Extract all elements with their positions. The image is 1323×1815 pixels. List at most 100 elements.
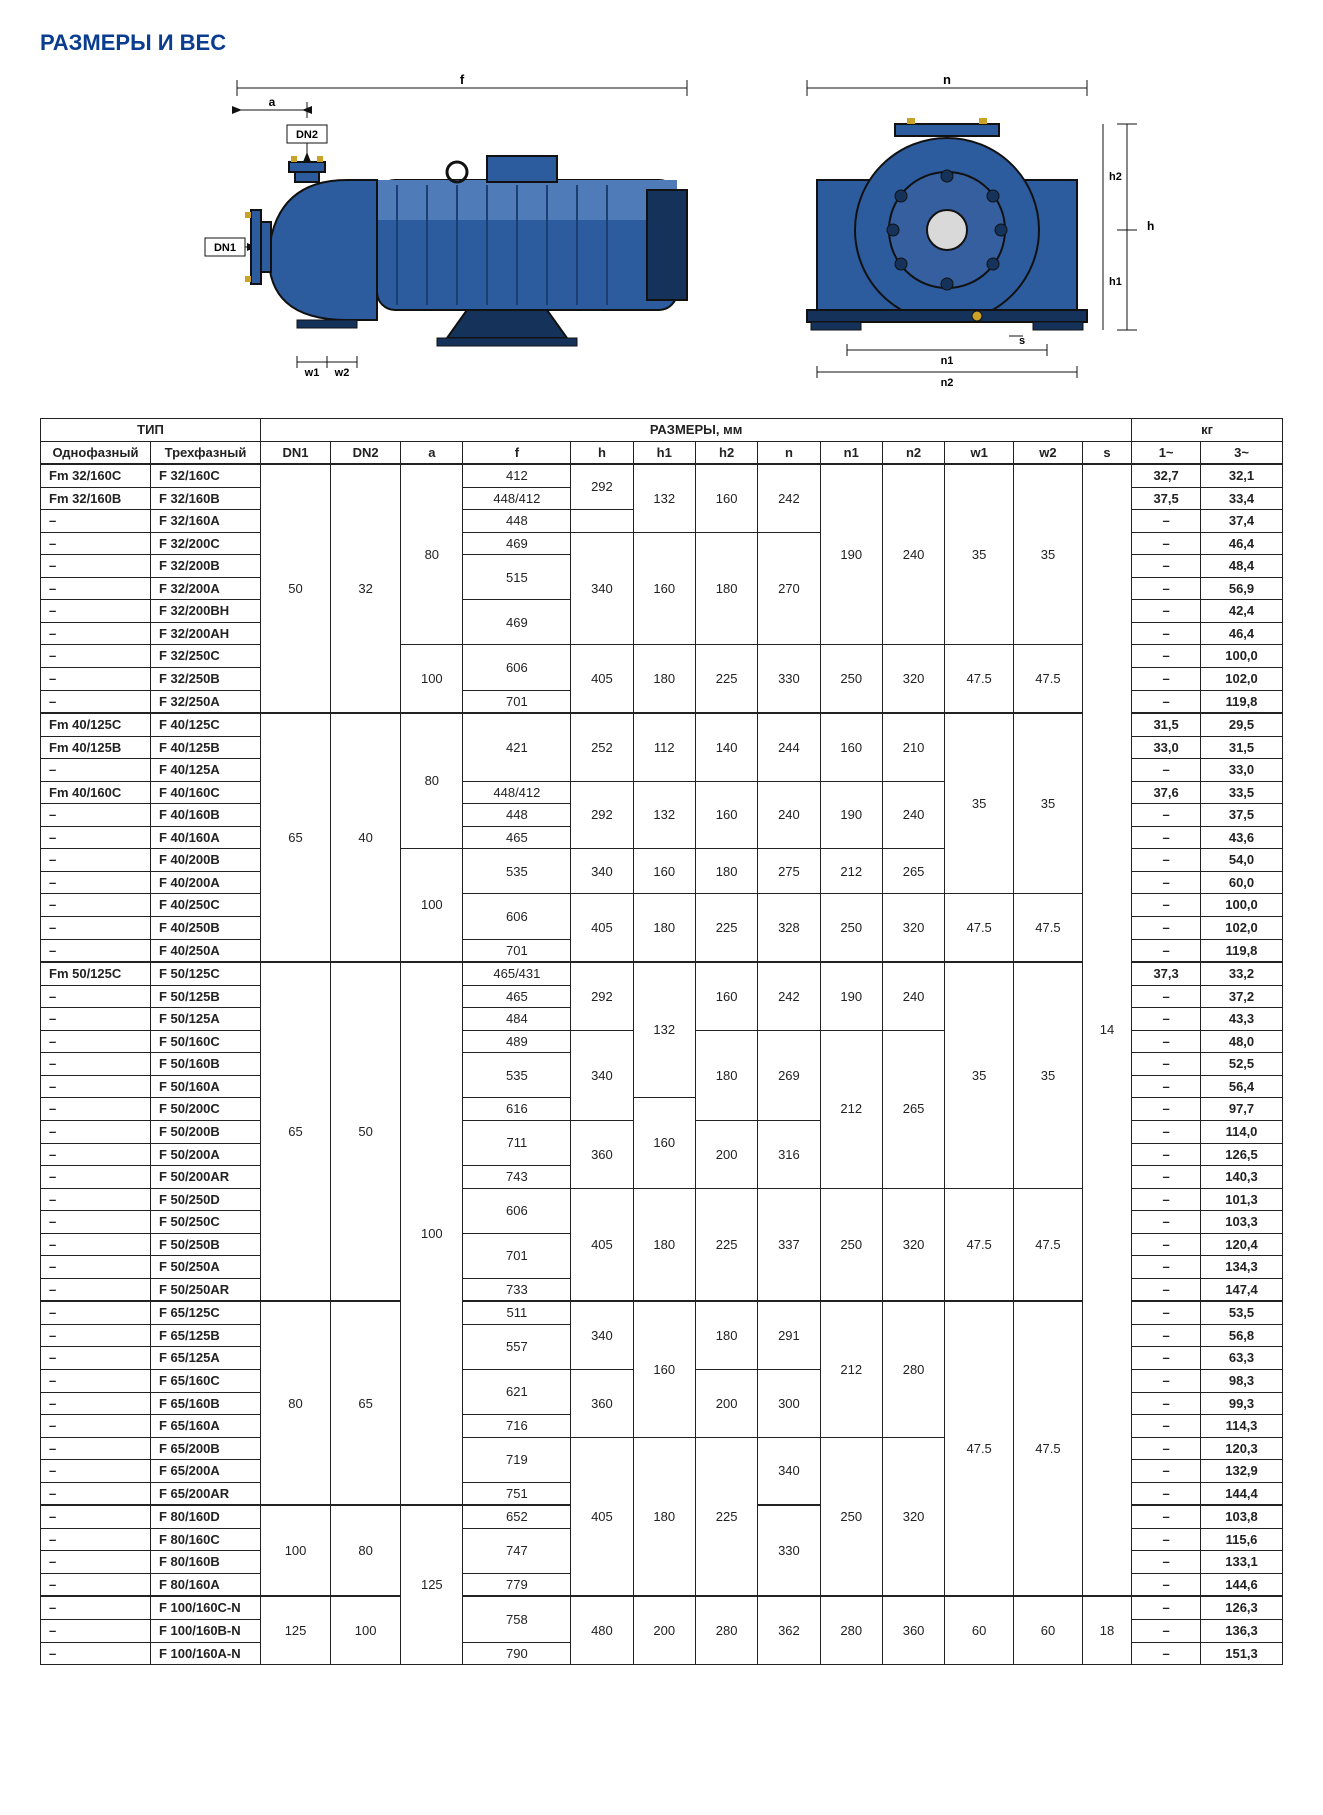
cell-w1: 47.5 [945, 645, 1014, 713]
cell-kg1: – [1132, 1460, 1201, 1483]
cell-kg3: 97,7 [1201, 1098, 1283, 1121]
cell-kg1: – [1132, 985, 1201, 1008]
cell-kg3: 120,3 [1201, 1437, 1283, 1460]
cell-kg3: 119,8 [1201, 690, 1283, 713]
cell-h2: 180 [695, 849, 757, 894]
cell-kg1: – [1132, 1166, 1201, 1189]
cell-h: 340 [571, 849, 633, 894]
cell-n1: 160 [820, 713, 882, 781]
cell-three: F 80/160B [151, 1551, 261, 1574]
cell-kg1: – [1132, 510, 1201, 533]
cell-w1: 47.5 [945, 1188, 1014, 1301]
cell-h: 360 [571, 1120, 633, 1188]
cell-single: – [41, 1166, 151, 1189]
hdr-f: f [463, 441, 571, 464]
cell-dn1: 50 [261, 464, 331, 713]
cell-single: – [41, 1347, 151, 1370]
cell-n: 242 [758, 962, 820, 1030]
cell-f: 606 [463, 894, 571, 939]
cell-single: – [41, 1528, 151, 1551]
cell-h: 340 [571, 1030, 633, 1120]
cell-single: – [41, 759, 151, 782]
cell-kg3: 37,5 [1201, 804, 1283, 827]
cell-n1: 250 [820, 645, 882, 713]
cell-three: F 50/250B [151, 1233, 261, 1256]
cell-single: – [41, 1075, 151, 1098]
cell-f: 421 [463, 713, 571, 781]
cell-dn2: 80 [331, 1505, 401, 1596]
cell-kg1: – [1132, 759, 1201, 782]
cell-w1: 47.5 [945, 894, 1014, 962]
cell-three: F 50/160C [151, 1030, 261, 1053]
cell-f: 652 [463, 1505, 571, 1528]
cell-kg3: 54,0 [1201, 849, 1283, 872]
cell-three: F 50/250D [151, 1188, 261, 1211]
cell-f: 465/431 [463, 962, 571, 985]
cell-w1: 35 [945, 713, 1014, 894]
cell-kg1: – [1132, 1301, 1201, 1324]
cell-a: 80 [401, 464, 463, 645]
cell-kg1: 37,3 [1132, 962, 1201, 985]
cell-single: Fm 40/125B [41, 736, 151, 759]
cell-kg1: – [1132, 804, 1201, 827]
cell-s: 18 [1082, 1596, 1131, 1664]
cell-f: 448/412 [463, 487, 571, 510]
pump-side-view: f a DN2 DN1 [147, 70, 707, 390]
cell-three: F 50/250A [151, 1256, 261, 1279]
cell-kg1: – [1132, 1324, 1201, 1347]
cell-f: 535 [463, 849, 571, 894]
cell-kg3: 29,5 [1201, 713, 1283, 736]
cell-three: F 50/160B [151, 1053, 261, 1076]
cell-three: F 100/160C-N [151, 1596, 261, 1619]
cell-single: – [41, 804, 151, 827]
cell-three: F 32/160B [151, 487, 261, 510]
cell-three: F 40/160A [151, 826, 261, 849]
cell-kg1: 33,0 [1132, 736, 1201, 759]
cell-kg1: – [1132, 849, 1201, 872]
cell-h2: 180 [695, 1030, 757, 1120]
cell-f: 711 [463, 1120, 571, 1165]
cell-kg3: 140,3 [1201, 1166, 1283, 1189]
cell-n: 330 [758, 1505, 820, 1596]
cell-n2: 265 [882, 849, 944, 894]
cell-single: – [41, 1256, 151, 1279]
cell-n: 362 [758, 1596, 820, 1664]
cell-n: 291 [758, 1301, 820, 1369]
label-n2: n2 [940, 377, 953, 389]
cell-three: F 50/200C [151, 1098, 261, 1121]
cell-n2: 360 [882, 1596, 944, 1664]
cell-kg3: 99,3 [1201, 1392, 1283, 1415]
cell-kg3: 100,0 [1201, 645, 1283, 668]
cell-w2: 47.5 [1014, 1188, 1083, 1301]
cell-w2: 60 [1014, 1596, 1083, 1664]
cell-kg1: – [1132, 871, 1201, 894]
cell-w2: 47.5 [1014, 1301, 1083, 1596]
cell-three: F 40/250B [151, 917, 261, 940]
cell-three: F 50/125C [151, 962, 261, 985]
hdr-h2: h2 [695, 441, 757, 464]
cell-n1: 212 [820, 1030, 882, 1188]
cell-three: F 65/160B [151, 1392, 261, 1415]
cell-f: 448 [463, 804, 571, 827]
table-row: –F 100/160C-N125100758480200280362280360… [41, 1596, 1283, 1619]
cell-h: 405 [571, 1188, 633, 1301]
cell-a: 100 [401, 849, 463, 962]
cell-single: – [41, 1030, 151, 1053]
cell-kg1: – [1132, 1120, 1201, 1143]
cell-three: F 65/125A [151, 1347, 261, 1370]
cell-n: 240 [758, 781, 820, 849]
cell-single: – [41, 1211, 151, 1234]
cell-f: 719 [463, 1437, 571, 1482]
cell-kg3: 147,4 [1201, 1278, 1283, 1301]
hdr-w2: w2 [1014, 441, 1083, 464]
cell-three: F 100/160B-N [151, 1619, 261, 1642]
cell-three: F 40/250A [151, 939, 261, 962]
hdr-dn2: DN2 [331, 441, 401, 464]
cell-kg1: – [1132, 1573, 1201, 1596]
cell-f: 701 [463, 1233, 571, 1278]
cell-three: F 80/160D [151, 1505, 261, 1528]
cell-single: – [41, 1619, 151, 1642]
cell-h: 405 [571, 645, 633, 713]
cell-three: F 40/125B [151, 736, 261, 759]
cell-h1: 160 [633, 849, 695, 894]
